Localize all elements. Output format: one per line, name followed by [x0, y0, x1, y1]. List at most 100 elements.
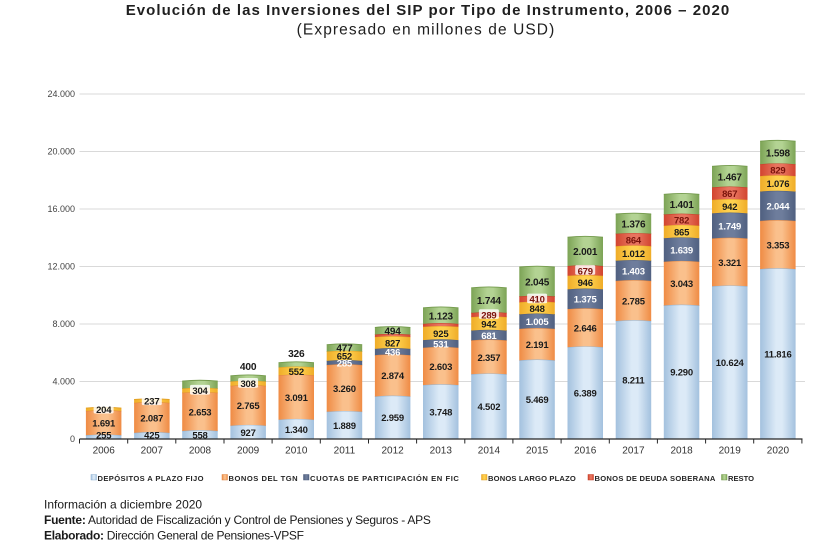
svg-text:DEPÓSITOS A PLAZO FIJO: DEPÓSITOS A PLAZO FIJO: [98, 474, 204, 483]
svg-text:1.889: 1.889: [333, 421, 356, 432]
svg-text:1.467: 1.467: [718, 173, 743, 184]
svg-text:552: 552: [289, 367, 304, 378]
svg-text:410: 410: [529, 295, 544, 306]
svg-text:1.076: 1.076: [767, 179, 790, 190]
svg-text:326: 326: [288, 349, 305, 360]
svg-text:6.389: 6.389: [574, 389, 597, 400]
svg-text:867: 867: [722, 189, 737, 200]
svg-text:925: 925: [433, 329, 449, 340]
svg-text:425: 425: [144, 430, 160, 441]
svg-text:1.376: 1.376: [621, 220, 646, 231]
svg-text:2.087: 2.087: [140, 413, 163, 424]
svg-text:681: 681: [481, 331, 497, 342]
svg-text:12.000: 12.000: [47, 262, 75, 272]
svg-text:2010: 2010: [285, 446, 308, 457]
svg-text:2018: 2018: [670, 446, 693, 457]
svg-text:2013: 2013: [430, 446, 453, 457]
svg-text:204: 204: [96, 405, 112, 416]
svg-text:2.044: 2.044: [767, 202, 791, 213]
svg-text:827: 827: [385, 338, 400, 349]
svg-text:BONOS DE DEUDA SOBERANA: BONOS DE DEUDA SOBERANA: [595, 474, 716, 483]
svg-text:3.260: 3.260: [333, 384, 356, 395]
svg-text:308: 308: [240, 379, 255, 390]
svg-text:400: 400: [240, 362, 257, 373]
svg-text:1.639: 1.639: [670, 245, 693, 256]
svg-text:9.290: 9.290: [670, 368, 693, 379]
svg-text:16.000: 16.000: [47, 204, 75, 214]
svg-text:865: 865: [674, 227, 690, 238]
svg-text:2019: 2019: [719, 446, 742, 457]
svg-text:10.624: 10.624: [716, 358, 745, 369]
svg-text:436: 436: [385, 347, 400, 358]
svg-text:942: 942: [722, 202, 737, 213]
svg-text:946: 946: [578, 278, 593, 289]
svg-text:2007: 2007: [141, 446, 164, 457]
svg-text:494: 494: [385, 327, 402, 338]
svg-text:2016: 2016: [574, 446, 597, 457]
svg-text:3.748: 3.748: [429, 408, 452, 419]
svg-text:3.091: 3.091: [285, 393, 309, 404]
svg-text:BONOS DEL TGN: BONOS DEL TGN: [229, 474, 299, 483]
svg-text:(Expresado en millones de USD): (Expresado en millones de USD): [297, 22, 556, 39]
svg-text:3.321: 3.321: [718, 258, 742, 269]
svg-text:2.959: 2.959: [381, 413, 404, 424]
svg-text:652: 652: [337, 352, 352, 363]
svg-text:8.000: 8.000: [52, 319, 75, 329]
svg-text:829: 829: [770, 166, 785, 177]
svg-text:2011: 2011: [334, 446, 356, 457]
svg-text:1.401: 1.401: [670, 200, 695, 211]
svg-text:927: 927: [240, 428, 255, 439]
svg-text:8.211: 8.211: [622, 375, 645, 386]
svg-text:2014: 2014: [478, 446, 501, 457]
svg-text:679: 679: [578, 266, 593, 277]
svg-text:2.765: 2.765: [237, 401, 261, 412]
svg-text:477: 477: [336, 344, 353, 355]
svg-text:531: 531: [433, 339, 449, 350]
svg-text:2006: 2006: [93, 446, 116, 457]
svg-text:848: 848: [529, 304, 544, 315]
svg-text:24.000: 24.000: [47, 89, 75, 99]
svg-text:1.375: 1.375: [574, 295, 598, 306]
svg-text:11.816: 11.816: [764, 350, 791, 361]
svg-text:2.653: 2.653: [189, 407, 212, 418]
svg-text:4.502: 4.502: [478, 402, 501, 413]
svg-text:2015: 2015: [526, 446, 549, 457]
svg-text:2.646: 2.646: [574, 324, 597, 335]
svg-text:4.000: 4.000: [52, 377, 75, 387]
svg-text:20.000: 20.000: [47, 147, 75, 157]
svg-text:Información a diciembre 2020: Información a diciembre 2020: [44, 498, 202, 512]
svg-text:1.691: 1.691: [92, 419, 116, 430]
svg-text:Evolución de las Inversiones d: Evolución de las Inversiones del SIP por…: [126, 2, 731, 19]
svg-text:5.469: 5.469: [526, 395, 549, 406]
svg-text:2009: 2009: [237, 446, 260, 457]
svg-text:558: 558: [192, 430, 207, 441]
svg-text:CUOTAS DE PARTICIPACIÓN EN FIC: CUOTAS DE PARTICIPACIÓN EN FIC: [310, 474, 459, 483]
svg-text:1.403: 1.403: [622, 266, 645, 277]
svg-text:2.785: 2.785: [622, 296, 646, 307]
svg-text:1.005: 1.005: [526, 317, 550, 328]
svg-text:2012: 2012: [381, 446, 404, 457]
svg-text:2008: 2008: [189, 446, 212, 457]
svg-text:237: 237: [144, 397, 159, 408]
svg-text:2.874: 2.874: [381, 371, 405, 382]
svg-text:304: 304: [192, 386, 208, 397]
svg-text:3.353: 3.353: [767, 241, 790, 252]
svg-text:2.603: 2.603: [429, 362, 452, 373]
svg-text:3.043: 3.043: [670, 279, 693, 290]
svg-text:BONOS LARGO PLAZO: BONOS LARGO PLAZO: [488, 474, 576, 483]
svg-text:2020: 2020: [767, 446, 790, 457]
svg-text:1.749: 1.749: [718, 221, 741, 232]
svg-text:0: 0: [70, 434, 75, 444]
svg-text:1.598: 1.598: [766, 148, 791, 159]
svg-text:285: 285: [337, 358, 353, 369]
svg-text:Fuente: Autoridad de Fiscaliza: Fuente: Autoridad de Fiscalización y Con…: [44, 513, 431, 527]
svg-text:2017: 2017: [622, 446, 645, 457]
svg-text:2.001: 2.001: [573, 247, 598, 258]
svg-text:2.191: 2.191: [526, 340, 550, 351]
svg-text:Elaborado: Dirección General d: Elaborado: Dirección General de Pensione…: [44, 529, 304, 543]
svg-text:782: 782: [674, 216, 689, 227]
svg-text:864: 864: [626, 235, 642, 246]
svg-text:RESTO: RESTO: [728, 474, 754, 483]
svg-text:2.357: 2.357: [478, 353, 501, 364]
svg-text:1.744: 1.744: [477, 296, 502, 307]
